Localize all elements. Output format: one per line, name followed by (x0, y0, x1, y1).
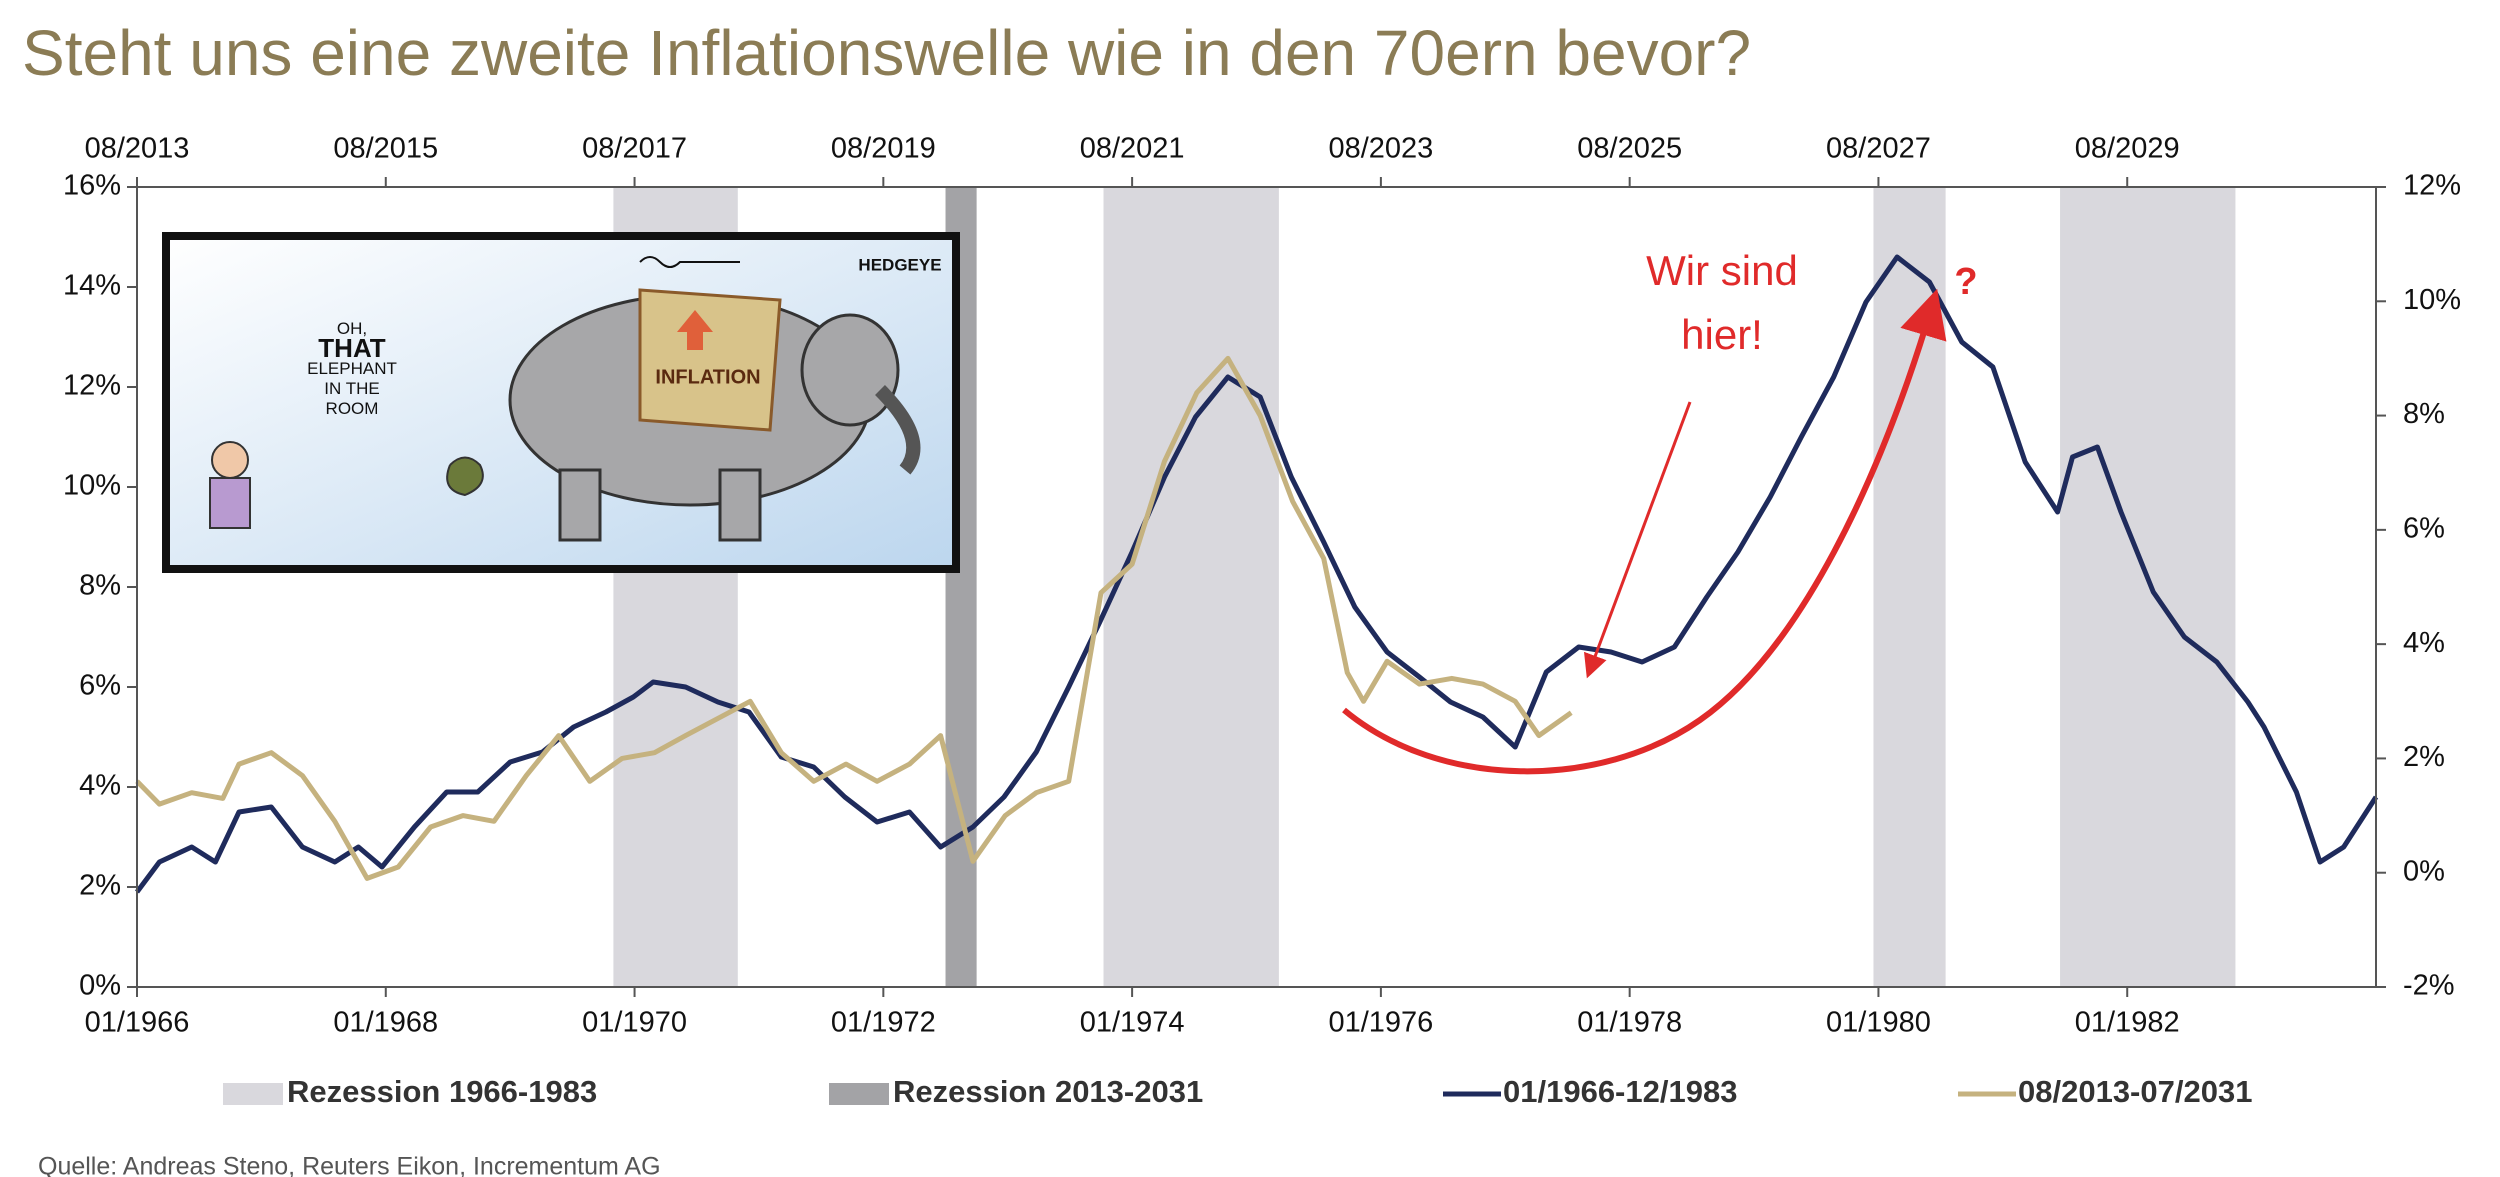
x2-tick-label: 08/2017 (582, 133, 687, 165)
x2-tick-label: 08/2015 (333, 133, 438, 165)
speech-line: OH, (337, 319, 367, 338)
recession (1103, 187, 1279, 987)
cartoon-signature: HEDGEYE (858, 255, 941, 274)
x2-tick-label: 08/2019 (831, 133, 936, 165)
man-head (211, 441, 249, 479)
x-tick-label: 01/1966 (85, 1007, 190, 1039)
series-line (135, 355, 1573, 881)
x-tick-label: 01/1968 (333, 1007, 438, 1039)
man-body (209, 477, 251, 529)
legend-label: 08/2013-07/2031 (2018, 1074, 2252, 1109)
signature-scribble (639, 256, 740, 268)
elephant-head (800, 313, 900, 427)
y2-tick-label: 4% (2403, 627, 2445, 659)
legend: Rezession 1966-1983 Rezession 2013-2031 01… (223, 1074, 2252, 1109)
x-tick-label: 01/1982 (2075, 1007, 2180, 1039)
annotation: Wir sind (1646, 247, 1798, 294)
legend-swatch (829, 1083, 889, 1105)
y2-tick-label: -2% (2403, 970, 2455, 1002)
cartoon: INFLATION HEDGEYE OH, THAT ELEPHANT IN THE R… (162, 232, 960, 573)
blanket-text: INFLATION (655, 366, 760, 388)
x-tick-label: 01/1978 (1577, 1007, 1682, 1039)
elephant-trunk (875, 385, 921, 475)
plot-layer: 0% 2% 4% 6% 8% 10% 12% 14% 16% -2% 0% 2% 4% 6% 8% 10% 12… (63, 133, 2461, 1039)
x-tick-label: 01/1972 (831, 1007, 936, 1039)
y-tick-label: 6% (79, 670, 121, 702)
pointer-arrow (1584, 401, 1692, 679)
legend-label: Rezession 2013-2031 (893, 1074, 1203, 1109)
speech: OH, THAT ELEPHANT IN THE ROOM (307, 319, 397, 418)
blanket-arrow (677, 310, 713, 350)
x2-tick-label: 08/2025 (1577, 133, 1682, 165)
recession-layer (613, 187, 2236, 987)
x2-tick-label: 08/2013 (85, 133, 190, 165)
y-tick-label: 2% (79, 870, 121, 902)
x2-tick-label: 08/2029 (2075, 133, 2180, 165)
y2-tick-label: 2% (2403, 741, 2445, 773)
x-tick-label: 01/1974 (1080, 1007, 1185, 1039)
y2-tick-label: 12% (2403, 170, 2461, 202)
legend-swatch (223, 1083, 283, 1105)
speech-line: IN THE (324, 379, 379, 398)
trend-arrow (1342, 288, 1947, 775)
x-tick-label: 01/1976 (1328, 1007, 1433, 1039)
x-tick-label: 01/1980 (1826, 1007, 1931, 1039)
blanket (638, 288, 782, 432)
y2-tick-label: 6% (2403, 513, 2445, 545)
annotation: ? (1954, 261, 1977, 303)
elephant-leg (558, 468, 602, 542)
x2-tick-label: 08/2021 (1080, 133, 1185, 165)
y2-tick-label: 0% (2403, 855, 2445, 887)
speech-line: ELEPHANT (307, 359, 397, 378)
legend-label: 01/1966-12/1983 (1503, 1074, 1737, 1109)
speech-line: ROOM (326, 399, 379, 418)
y-tick-label: 12% (63, 370, 121, 402)
annotation: hier! (1681, 311, 1763, 358)
source: Quelle: Andreas Steno, Reuters Eikon, In… (38, 1153, 661, 1177)
y-tick-label: 14% (63, 270, 121, 302)
recession (2060, 187, 2236, 987)
y-tick-label: 10% (63, 470, 121, 502)
x2-tick-label: 08/2027 (1826, 133, 1931, 165)
y2-tick-label: 8% (2403, 398, 2445, 430)
speech-line: THAT (318, 333, 386, 363)
y-tick-label: 8% (79, 570, 121, 602)
legend-label: Rezession 1966-1983 (287, 1074, 597, 1109)
elephant-leg (718, 468, 762, 542)
y2-tick-label: 10% (2403, 284, 2461, 316)
y-tick-label: 16% (63, 170, 121, 202)
chart-title: Steht uns eine zweite Inflationswelle wi… (22, 17, 1751, 89)
mouse (446, 456, 484, 497)
y-tick-label: 0% (79, 970, 121, 1002)
x-tick-label: 01/1970 (582, 1007, 687, 1039)
x2-tick-label: 08/2023 (1328, 133, 1433, 165)
series-line (134, 254, 2379, 894)
y-tick-label: 4% (79, 770, 121, 802)
